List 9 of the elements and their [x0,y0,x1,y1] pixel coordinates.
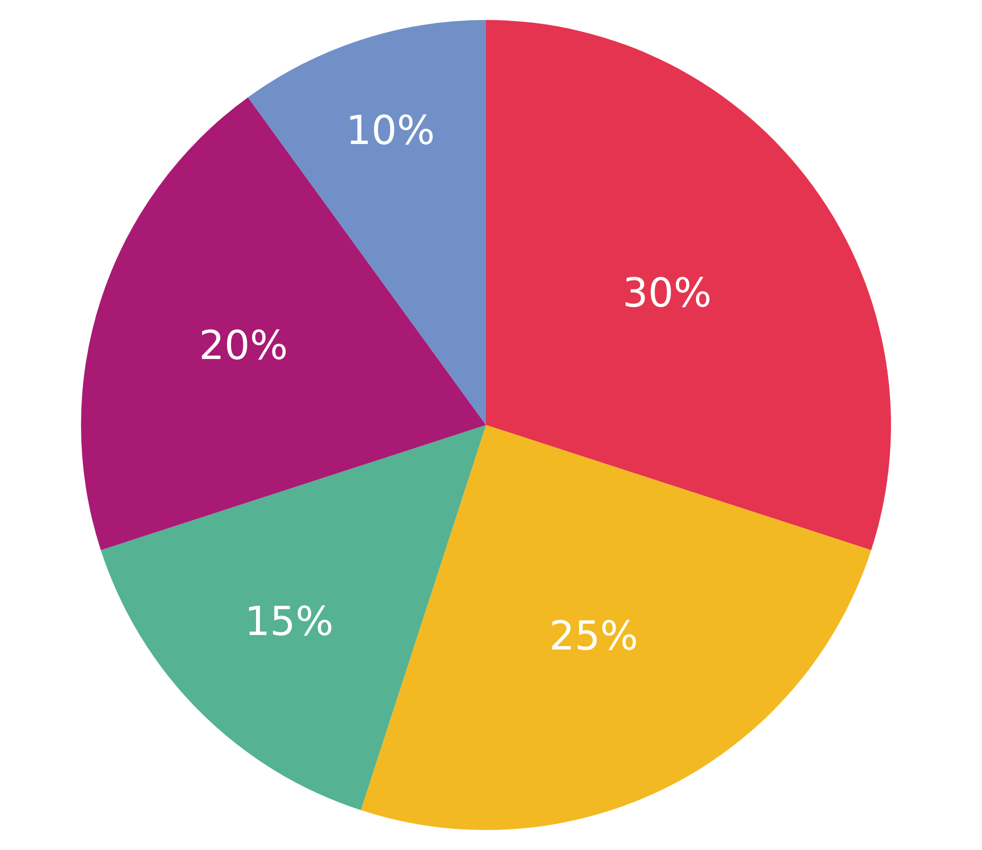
pie-slice [82,97,486,550]
data-label: 10% [346,108,435,154]
pie-slice [486,20,890,550]
data-label: 25% [549,613,638,660]
data-label: 15% [244,598,334,645]
pie-slice [100,425,486,810]
pie-slice [360,425,872,830]
data-label: 30% [622,270,712,316]
data-label: 20% [198,323,288,370]
